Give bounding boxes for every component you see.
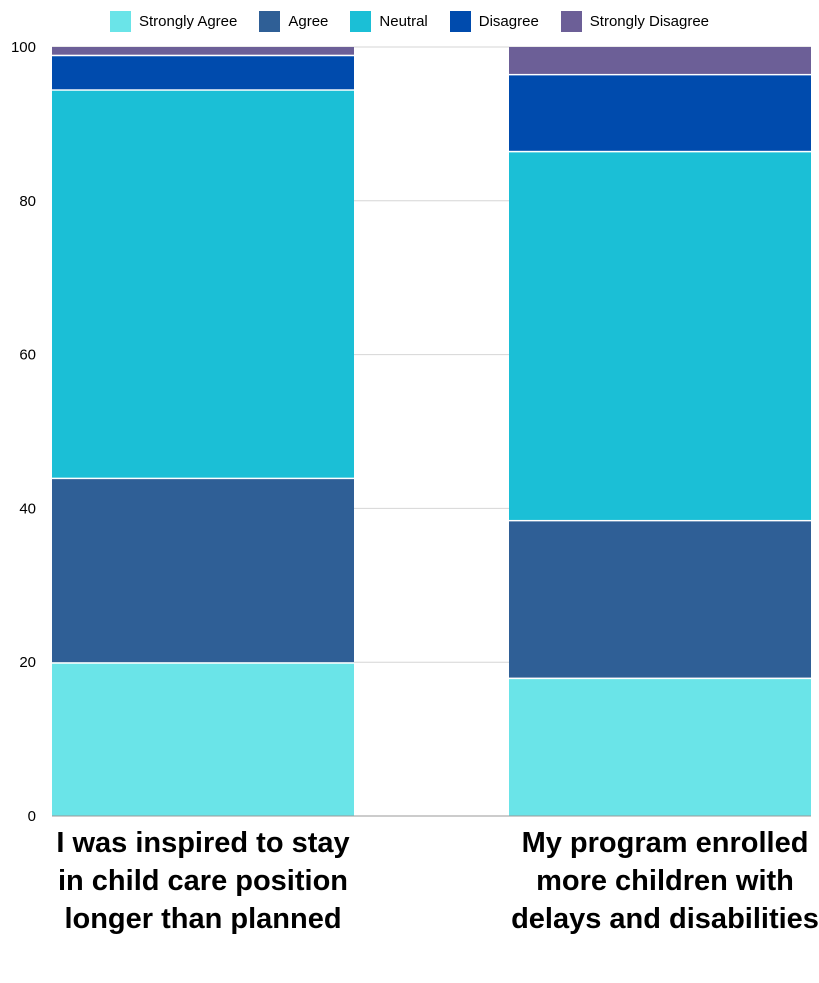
y-tick-label: 60 bbox=[19, 347, 36, 364]
legend-swatch bbox=[259, 10, 281, 32]
bar-segment bbox=[52, 89, 354, 478]
bar-segment bbox=[52, 662, 354, 816]
bar-segment bbox=[509, 150, 811, 520]
legend-item: Disagree bbox=[449, 10, 539, 32]
y-tick-label: 100 bbox=[11, 39, 36, 56]
y-tick-label: 40 bbox=[19, 500, 36, 517]
legend-label: Agree bbox=[288, 12, 329, 30]
legend-swatch bbox=[109, 10, 131, 32]
legend-label: Strongly Agree bbox=[138, 12, 238, 30]
legend-item: Agree bbox=[259, 10, 329, 32]
bar-segment bbox=[509, 47, 811, 74]
x-category-label: I was inspired to stay in child care pos… bbox=[56, 827, 350, 935]
bar-segment bbox=[509, 519, 811, 678]
legend-label: Strongly Disagree bbox=[589, 12, 710, 30]
legend-label: Neutral bbox=[379, 12, 428, 30]
x-category-label: My program enrolled more children with d… bbox=[511, 827, 819, 935]
legend-label: Disagree bbox=[478, 12, 539, 30]
legend-swatch bbox=[560, 10, 582, 32]
y-tick-label: 0 bbox=[28, 808, 36, 825]
y-tick-label: 20 bbox=[19, 654, 36, 671]
bar-segment bbox=[52, 477, 354, 663]
bar-segment bbox=[509, 677, 811, 816]
legend-swatch bbox=[449, 10, 471, 32]
legend-swatch bbox=[350, 10, 372, 32]
legend-item: Strongly Agree bbox=[109, 10, 238, 32]
legend-item: Strongly Disagree bbox=[560, 10, 710, 32]
bar-segment bbox=[509, 73, 811, 151]
y-tick-label: 80 bbox=[19, 193, 36, 210]
legend-item: Neutral bbox=[350, 10, 428, 32]
bar-segment bbox=[52, 47, 354, 55]
legend: Strongly Agree Agree Neutral Disagree Strong… bbox=[0, 8, 819, 34]
bar-segment bbox=[52, 54, 354, 90]
